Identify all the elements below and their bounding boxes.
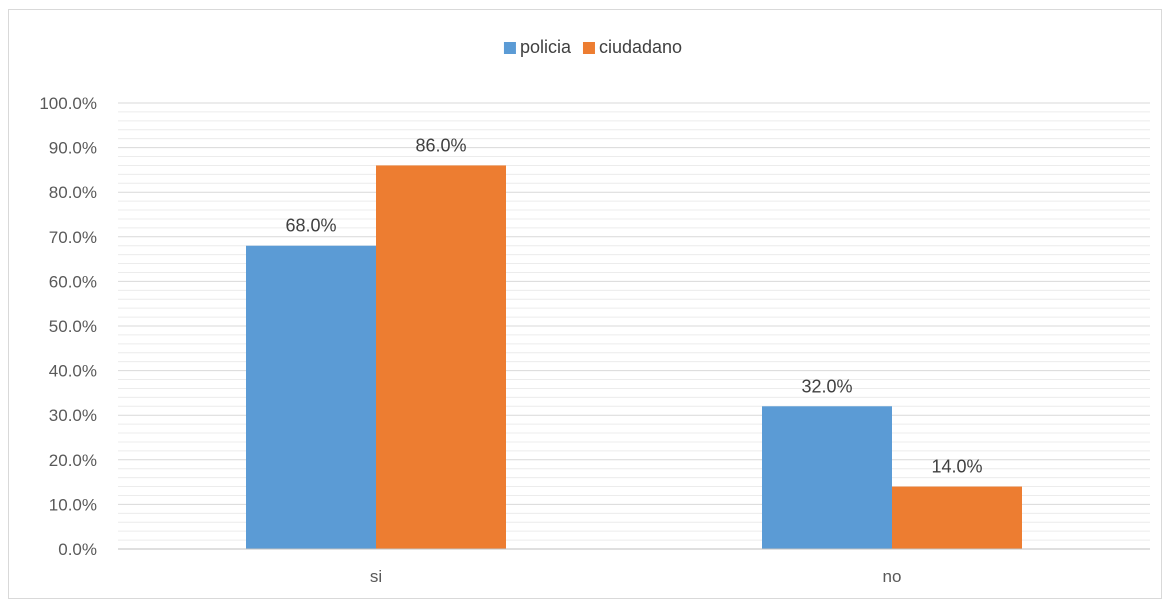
data-label-policia-no: 32.0% xyxy=(801,376,852,396)
legend-label-policia: policia xyxy=(520,37,572,57)
y-axis-tick-labels: 0.0% 10.0% 20.0% 30.0% 40.0% 50.0% 60.0% 70.0% 8… xyxy=(39,94,97,559)
y-tick-label: 80.0% xyxy=(49,183,97,202)
y-tick-label: 20.0% xyxy=(49,451,97,470)
data-label-ciudadano-si: 86.0% xyxy=(415,135,466,155)
y-tick-label: 50.0% xyxy=(49,317,97,336)
legend-swatch-policia xyxy=(503,42,516,54)
bar-policia-no xyxy=(762,406,892,549)
legend: policia ciudadano xyxy=(503,37,682,57)
bar-ciudadano-no xyxy=(892,486,1022,549)
y-tick-label: 40.0% xyxy=(49,362,97,381)
y-tick-label: 0.0% xyxy=(58,540,97,559)
x-tick-label: si xyxy=(370,567,382,586)
data-label-ciudadano-no: 14.0% xyxy=(931,457,982,477)
legend-swatch-ciudadano xyxy=(582,42,595,54)
y-tick-label: 10.0% xyxy=(49,495,97,514)
y-tick-label: 30.0% xyxy=(49,406,97,425)
x-axis: si no xyxy=(118,548,1150,586)
legend-label-ciudadano: ciudadano xyxy=(599,37,682,57)
y-tick-label: 60.0% xyxy=(49,272,97,291)
y-tick-label: 100.0% xyxy=(39,94,97,113)
bars xyxy=(246,165,1022,549)
data-label-policia-si: 68.0% xyxy=(285,216,336,236)
x-tick-label: no xyxy=(883,567,902,586)
y-tick-label: 70.0% xyxy=(49,228,97,247)
y-tick-label: 90.0% xyxy=(49,139,97,158)
bar-ciudadano-si xyxy=(376,165,506,549)
data-labels: 68.0% 86.0% 32.0% 14.0% xyxy=(285,135,982,476)
bar-policia-si xyxy=(246,245,376,549)
